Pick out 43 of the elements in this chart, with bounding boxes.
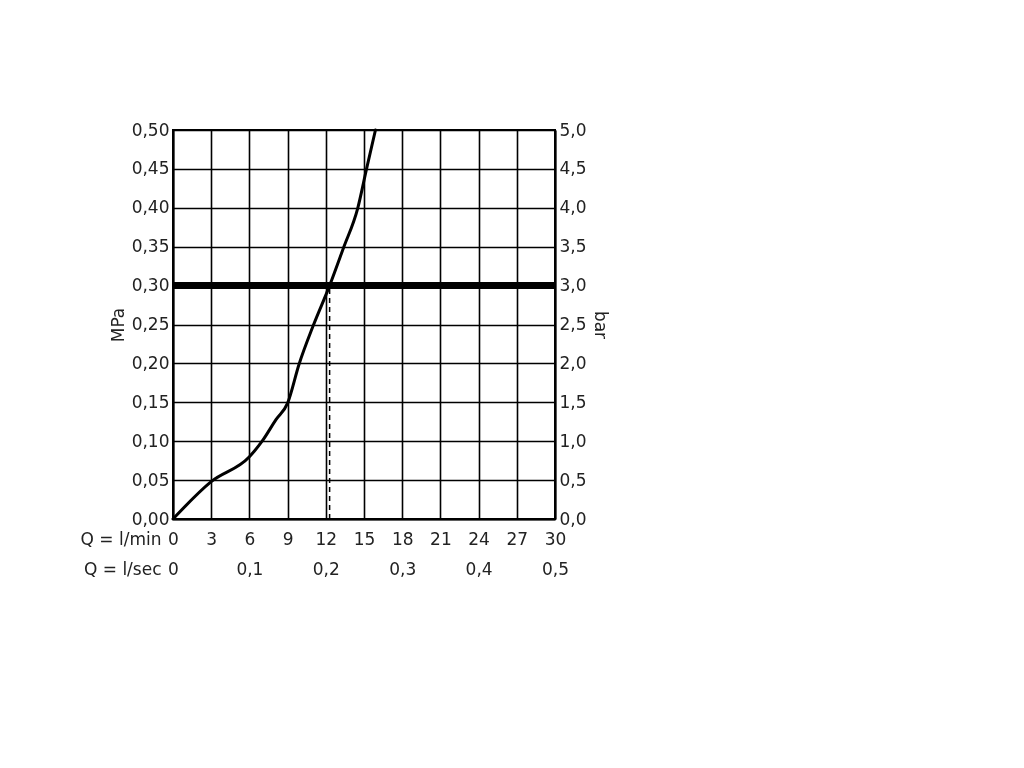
x-tick-label: 18 (391, 528, 414, 549)
x-tick-label: 9 (282, 528, 294, 549)
x2-tick-label: 0,1 (236, 558, 264, 579)
y-tick-label: 0,35 (131, 236, 170, 257)
x-tick-label: 3 (206, 528, 218, 549)
x-tick-label: 24 (468, 528, 490, 549)
y2-axis-title: bar (590, 310, 611, 340)
y-tick-label: 0,25 (131, 314, 170, 334)
x2-tick-label: 0,3 (389, 558, 417, 579)
y2-tick-label: 1,0 (559, 430, 587, 451)
x2-tick-label: 0,5 (541, 558, 570, 579)
y2-tick-label: 4,5 (559, 158, 587, 179)
y-tick-label: 0,40 (131, 197, 170, 218)
y-tick-label: 0,20 (131, 352, 170, 373)
x-axis-title: Q = l/min (80, 528, 162, 549)
y2-tick-label: 0,5 (559, 469, 587, 490)
x2-tick-label: 0,2 (312, 558, 340, 579)
y-tick-label: 0,15 (131, 391, 170, 412)
y2-tick-label: 3,0 (559, 275, 587, 296)
y-tick-label: 0,05 (131, 469, 170, 490)
y2-tick-label: 2,0 (559, 352, 587, 373)
y-tick-label: 0,00 (131, 508, 170, 529)
y-tick-label: 0,45 (131, 158, 170, 179)
x-tick-label: 6 (244, 528, 256, 549)
y-tick-label: 0,50 (131, 119, 170, 140)
y2-tick-label: 2,5 (559, 314, 587, 334)
x-tick-label: 15 (353, 528, 376, 549)
x-tick-label: 21 (430, 528, 452, 549)
x-tick-label: 12 (315, 528, 338, 549)
y2-tick-label: 0,0 (559, 508, 587, 529)
y-tick-label: 0,30 (131, 275, 170, 296)
y-tick-label: 0,10 (131, 430, 170, 451)
y2-tick-label: 5,0 (559, 119, 587, 140)
x-tick-label: 27 (506, 528, 529, 549)
x2-axis-title: Q = l/sec (83, 558, 162, 579)
y2-tick-label: 4,0 (559, 197, 587, 218)
x2-tick-label: 0,4 (465, 558, 493, 579)
y2-tick-label: 3,5 (559, 236, 587, 257)
y2-tick-label: 1,5 (559, 391, 587, 412)
x-tick-label: 30 (544, 528, 567, 549)
x-tick-label: 0 (168, 528, 179, 549)
x2-tick-label: 0 (168, 558, 179, 579)
y-axis-title: MPa (107, 307, 128, 343)
